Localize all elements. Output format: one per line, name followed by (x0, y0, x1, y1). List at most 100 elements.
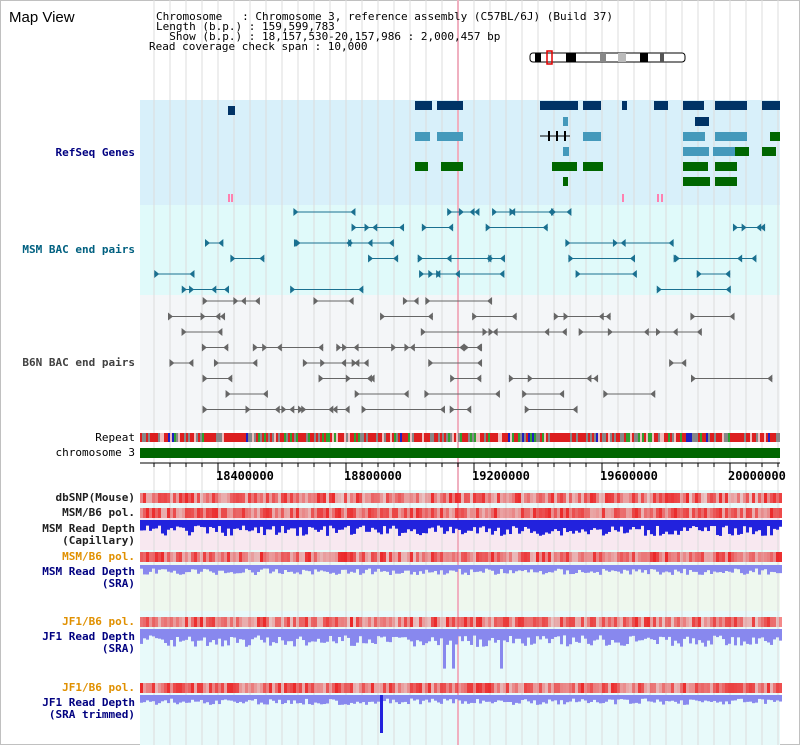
msm-capillary-depth-bin (146, 520, 149, 526)
jf1-sra-depth-bin (776, 629, 779, 638)
refseq-gene (715, 177, 737, 186)
polymorphism-bin (203, 683, 206, 693)
repeat-mark (706, 433, 708, 442)
b6n-bac-pair-end (245, 405, 251, 414)
polymorphism-bin (575, 552, 578, 562)
msm-sra-depth-bin (686, 565, 689, 575)
polymorphism-bin (443, 683, 446, 693)
msm-sra-depth-bin (209, 565, 212, 572)
polymorphism-bin (656, 617, 659, 627)
msm-sra-depth-bin (269, 565, 272, 574)
polymorphism-bin (755, 552, 758, 562)
polymorphism-bin (386, 552, 389, 562)
polymorphism-bin (641, 508, 644, 518)
polymorphism-bin (299, 683, 302, 693)
jf1-trimmed-depth-bin (365, 695, 368, 705)
jf1-sra-depth-bin (296, 629, 299, 639)
polymorphism-bin (500, 617, 503, 627)
jf1-trimmed-depth-bin (524, 695, 527, 700)
b6n-bac-pair-end (213, 359, 219, 367)
b6n-bac-pair-end (524, 405, 530, 414)
jf1-trimmed-depth-bin (713, 695, 716, 701)
msm-sra-depth-bin (422, 565, 425, 574)
msm-capillary-depth-bin (773, 520, 776, 529)
polymorphism-bin (260, 493, 263, 503)
jf1-trimmed-depth-bin (689, 695, 692, 700)
polymorphism-bin (665, 493, 668, 503)
polymorphism-bin (683, 508, 686, 518)
polymorphism-bin (500, 508, 503, 518)
polymorphism-bin (728, 493, 731, 503)
polymorphism-bin (329, 617, 332, 627)
repeat-mark (262, 433, 264, 442)
jf1-trimmed-depth-bin (569, 695, 572, 702)
msm-sra-depth-bin (548, 565, 551, 573)
jf1-sra-depth-bin (734, 629, 737, 646)
polymorphism-bin (491, 552, 494, 562)
repeat-mark (604, 433, 606, 442)
msm-capillary-depth-bin (197, 520, 200, 526)
msm-capillary-depth-bin (545, 520, 548, 533)
jf1-sra-depth-bin (356, 629, 359, 643)
msm-capillary-depth-bin (617, 520, 620, 532)
b6n-bac-pair-end (252, 359, 258, 367)
polymorphism-bin (374, 683, 377, 693)
jf1-sra-depth-bin (575, 629, 578, 642)
polymorphism-bin (644, 552, 647, 562)
repeat-mark (218, 433, 220, 442)
msm-sra-depth-bin (776, 565, 779, 574)
msm-sra-depth-bin (413, 565, 416, 572)
polymorphism-bin (194, 493, 197, 503)
b6n-bac-pair-end (227, 374, 233, 383)
polymorphism-bin (398, 493, 401, 503)
polymorphism-bin (449, 552, 452, 562)
repeat-mark (498, 433, 500, 442)
polymorphism-bin (197, 617, 200, 627)
b6n-bac-pair-end (672, 328, 678, 336)
repeat-mark (646, 433, 648, 442)
polymorphism-bin (434, 617, 437, 627)
repeat-mark (660, 433, 662, 442)
jf1-trimmed-depth-bin (200, 695, 203, 700)
jf1-trimmed-depth-bin (686, 695, 689, 705)
msm-capillary-depth-bin (329, 520, 332, 526)
jf1-trimmed-depth-bin (392, 695, 395, 700)
jf1-sra-depth-bin (653, 629, 656, 640)
polymorphism-bin (557, 508, 560, 518)
polymorphism-bin (605, 683, 608, 693)
msm-sra-depth-bin (332, 565, 335, 573)
polymorphism-bin (317, 683, 320, 693)
polymorphism-bin (671, 508, 674, 518)
polymorphism-bin (629, 552, 632, 562)
polymorphism-bin (194, 552, 197, 562)
polymorphism-bin (380, 683, 383, 693)
polymorphism-bin (734, 617, 737, 627)
polymorphism-bin (593, 683, 596, 693)
repeat-mark (362, 433, 364, 442)
jf1-sra-depth-bin (506, 629, 509, 643)
polymorphism-bin (737, 617, 740, 627)
polymorphism-bin (341, 508, 344, 518)
msm-sra-depth-bin (266, 565, 269, 569)
repeat-mark (530, 433, 532, 442)
repeat-mark (490, 433, 492, 442)
polymorphism-bin (731, 683, 734, 693)
jf1-trimmed-depth-bin (509, 695, 512, 702)
jf1-sra-depth-bin (170, 629, 173, 641)
polymorphism-bin (245, 617, 248, 627)
msm-sra-depth-bin (284, 565, 287, 570)
msm-capillary-depth-bin (392, 520, 395, 526)
polymorphism-bin (551, 493, 554, 503)
polymorphism-bin (581, 508, 584, 518)
repeat-mark (738, 433, 740, 442)
polymorphism-bin (263, 552, 266, 562)
polymorphism-bin (254, 552, 257, 562)
polymorphism-bin (638, 493, 641, 503)
msm-capillary-depth-bin (227, 520, 230, 529)
polymorphism-bin (695, 493, 698, 503)
jf1-sra-depth-bin (185, 629, 188, 640)
polymorphism-bin (716, 617, 719, 627)
msm-sra-depth-bin (305, 565, 308, 571)
repeat-mark (400, 433, 402, 442)
